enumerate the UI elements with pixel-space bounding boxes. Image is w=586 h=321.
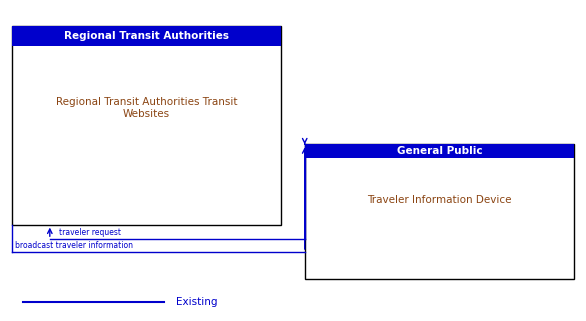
Text: traveler request: traveler request	[59, 228, 121, 237]
Bar	[305, 144, 574, 158]
Text: Traveler Information Device: Traveler Information Device	[367, 195, 512, 205]
Bar	[12, 26, 281, 46]
Bar	[12, 26, 281, 225]
Text: Regional Transit Authorities Transit
Websites: Regional Transit Authorities Transit Web…	[56, 98, 237, 119]
Text: General Public: General Public	[397, 146, 482, 156]
Text: broadcast traveler information: broadcast traveler information	[15, 241, 132, 250]
Text: Regional Transit Authorities: Regional Transit Authorities	[64, 30, 229, 41]
Bar	[305, 144, 574, 279]
Text: Existing: Existing	[176, 297, 217, 307]
